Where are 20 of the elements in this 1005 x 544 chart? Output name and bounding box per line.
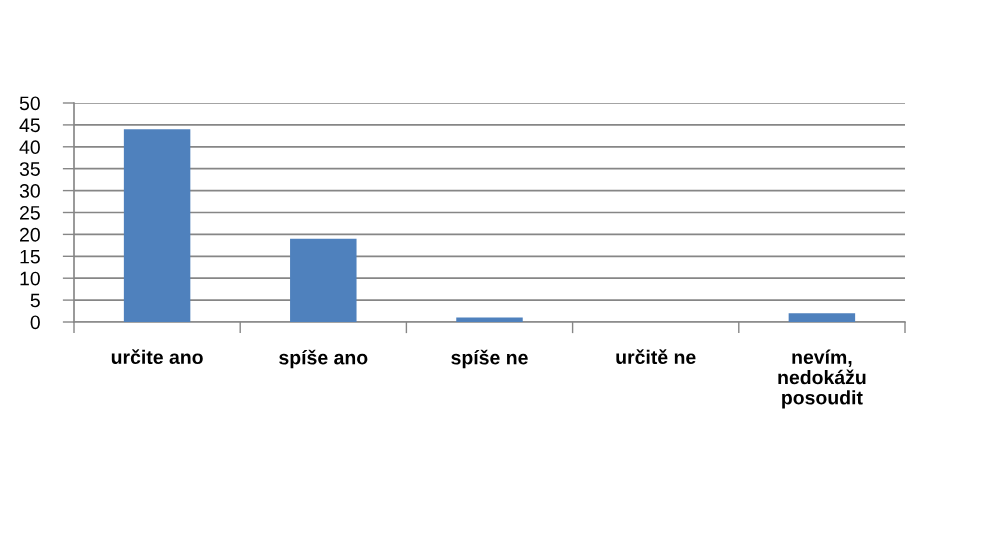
bar <box>123 129 191 322</box>
bar <box>788 313 856 322</box>
x-tick-label: nevím, nedokážu posoudit <box>778 349 866 409</box>
y-tick-label: 10 <box>20 271 40 286</box>
x-tick-label: určitě ne <box>616 349 696 365</box>
y-tick-label: 15 <box>20 249 40 264</box>
y-tick-label: 45 <box>19 118 40 133</box>
x-tick-label: spíše ano <box>279 349 368 369</box>
y-tick-label: 20 <box>20 227 40 242</box>
y-tick-label: 5 <box>30 293 40 308</box>
y-tick-label: 40 <box>19 140 40 155</box>
y-tick-label: 30 <box>19 184 40 198</box>
y-tick-label: 50 <box>19 96 40 111</box>
bar <box>290 238 357 322</box>
y-tick-label: 25 <box>20 205 40 220</box>
y-tick-label: 0 <box>30 315 40 330</box>
bar <box>456 317 523 322</box>
y-tick-label: 35 <box>19 162 40 176</box>
x-tick-label: spíše ne <box>451 349 528 369</box>
x-tick-label: určite ano <box>111 349 203 365</box>
